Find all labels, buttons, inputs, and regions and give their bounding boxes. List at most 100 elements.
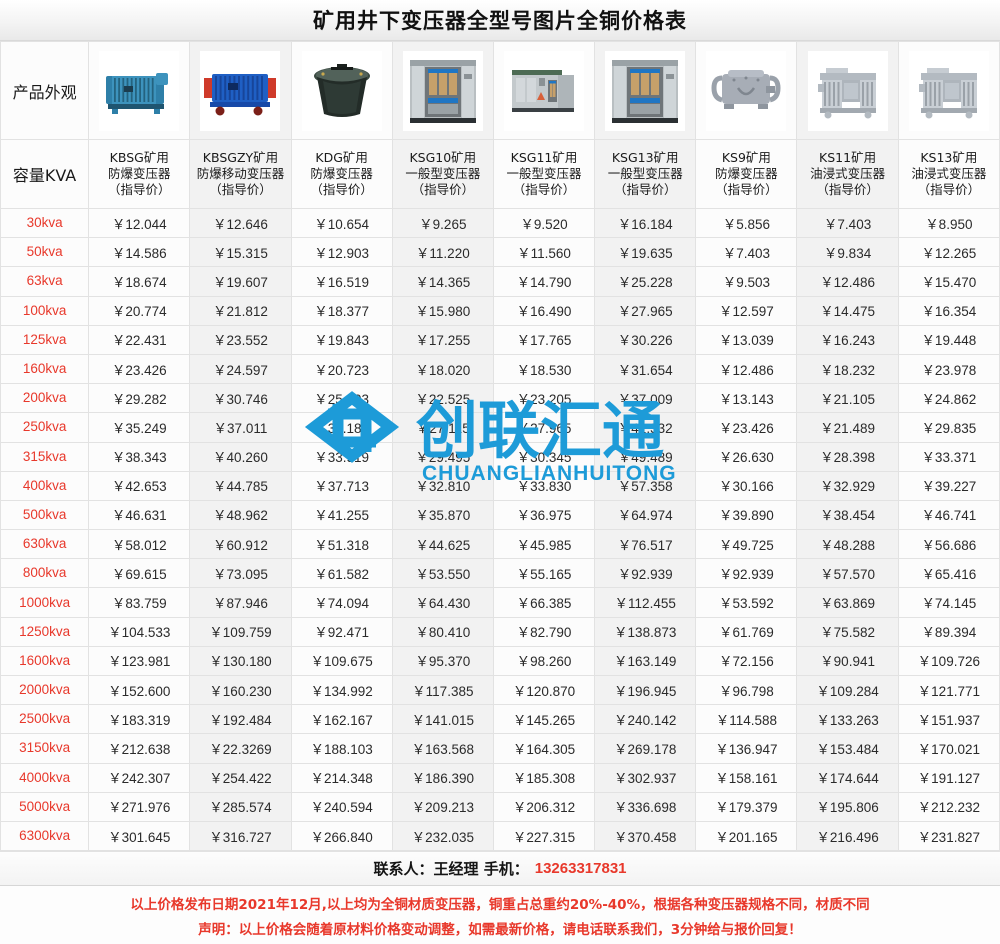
price-value: ￥20.774 [111, 304, 167, 320]
price-cell: ￥117.385 [391, 674, 494, 706]
price-cell: ￥37.011 [189, 412, 292, 443]
price-cell: ￥40.260 [189, 441, 292, 472]
price-cell: ￥20.723 [290, 353, 393, 385]
price-value: ￥158.161 [715, 771, 778, 787]
price-value: ￥21.812 [213, 304, 268, 320]
capacity-header-cell: 容量KVA [0, 139, 90, 209]
price-cell: ￥61.769 [695, 616, 798, 647]
price-value: ￥25.903 [314, 391, 370, 407]
price-value: ￥75.582 [820, 625, 875, 641]
price-cell: ￥83.759 [88, 587, 191, 618]
price-value: ￥49.489 [617, 450, 673, 466]
price-cell: ￥33.919 [290, 441, 393, 472]
price-value: ￥104.533 [108, 625, 171, 641]
capacity-value: 160kva [22, 361, 67, 377]
price-cell: ￥209.213 [391, 791, 494, 822]
column-header-7: KS9矿用 防爆变压器 （指导价） [695, 139, 798, 209]
price-cell: ￥98.260 [492, 645, 596, 677]
column-header-line-2: 油浸式变压器 [911, 166, 987, 181]
column-header-8: KS11矿用 油浸式变压器 （指导价） [796, 139, 899, 209]
price-value: ￥12.044 [111, 216, 167, 232]
price-cell: ￥269.178 [594, 733, 697, 764]
disclaimer-line-1: 以上价格发布日期2021年12月,以上均为全铜材质变压器，铜重占总重约20%-4… [130, 896, 870, 913]
price-cell: ￥206.312 [492, 791, 596, 822]
capacity-cell: 2500kva [0, 704, 90, 735]
price-value: ￥23.426 [718, 420, 774, 436]
capacity-cell: 630kva [0, 529, 90, 560]
price-value: ￥37.011 [213, 420, 268, 436]
price-value: ￥15.470 [921, 274, 977, 290]
table-row: 5000kva ￥271.976 ￥285.574 ￥240.594 ￥209.213 ￥… [0, 791, 1000, 822]
price-cell: ￥214.348 [290, 762, 393, 793]
price-value: ￥27.965 [516, 420, 572, 436]
price-cell: ￥51.318 [290, 529, 393, 560]
price-cell: ￥23.426 [695, 412, 798, 443]
price-cell: ￥141.015 [391, 704, 494, 735]
price-cell: ￥123.981 [88, 645, 191, 677]
price-value: ￥46.631 [111, 508, 167, 524]
price-cell: ￥15.980 [391, 295, 494, 326]
price-value: ￥216.496 [816, 829, 879, 845]
price-value: ￥11.560 [517, 245, 571, 261]
price-value: ￥16.519 [314, 274, 370, 290]
price-value: ￥95.370 [415, 654, 471, 670]
price-value: ￥25.228 [617, 274, 673, 290]
price-value: ￥160.230 [209, 683, 272, 699]
price-cell: ￥41.255 [290, 499, 393, 531]
price-value: ￥46.741 [921, 508, 977, 524]
price-value: ￥16.490 [516, 304, 572, 320]
page-title: 矿用井下变压器全型号图片全铜价格表 [313, 9, 687, 33]
price-cell: ￥21.105 [796, 383, 899, 414]
table-row: 250kva ￥35.249 ￥37.011 ￥31.182 ￥27.115 ￥27.96… [0, 412, 1000, 443]
capacity-cell: 500kva [0, 499, 90, 531]
price-value: ￥195.806 [816, 800, 879, 816]
table-row: 500kva ￥46.631 ￥48.962 ￥41.255 ￥35.870 ￥36.97… [0, 499, 1000, 531]
price-cell: ￥25.228 [594, 266, 697, 297]
price-cell: ￥19.607 [189, 266, 292, 297]
price-cell: ￥65.416 [897, 558, 1000, 589]
contact-phone[interactable]: 13263317831 [534, 860, 627, 878]
price-value: ￥11.220 [415, 245, 470, 261]
price-value: ￥212.638 [108, 741, 171, 757]
price-cell: ￥11.220 [391, 237, 494, 268]
price-value: ￥8.950 [925, 216, 973, 232]
price-cell: ￥31.182 [290, 412, 393, 443]
price-cell: ￥72.156 [695, 645, 798, 677]
column-header-line-3: （指导价） [613, 182, 677, 197]
price-value: ￥240.594 [310, 800, 373, 816]
capacity-cell: 2000kva [0, 674, 90, 706]
price-cell: ￥9.503 [695, 266, 798, 297]
price-value: ￥266.840 [310, 829, 373, 845]
price-value: ￥92.939 [718, 566, 774, 582]
price-table-body: 产品外观 容量KVA KBSG矿用 防爆变压器 （指导价） KBSGZY矿用 防爆移动变… [0, 41, 1000, 852]
price-value: ￥212.232 [917, 800, 980, 816]
capacity-value: 250kva [22, 419, 67, 435]
capacity-cell: 4000kva [0, 762, 90, 793]
price-value: ￥36.975 [516, 508, 572, 524]
capacity-value: 400kva [22, 477, 67, 493]
price-cell: ￥33.371 [897, 441, 1000, 472]
price-value: ￥112.455 [614, 596, 676, 612]
price-value: ￥29.495 [415, 450, 471, 466]
price-cell: ￥216.496 [796, 820, 899, 852]
column-header-line-1: KBSGZY矿用 [202, 150, 279, 165]
column-header-4: KSG10矿用 一般型变压器 （指导价） [391, 139, 494, 209]
price-value: ￥185.308 [512, 771, 576, 787]
price-value: ￥134.992 [310, 683, 373, 699]
price-value: ￥23.205 [516, 391, 572, 407]
column-header-line-2: 防爆变压器 [715, 166, 778, 181]
price-cell: ￥95.370 [391, 645, 494, 677]
price-value: ￥14.586 [111, 245, 167, 261]
price-cell: ￥92.939 [594, 558, 697, 589]
price-cell: ￥191.127 [897, 762, 1000, 793]
table-row: 1250kva ￥104.533 ￥109.759 ￥92.471 ￥80.410 ￥82… [0, 616, 1000, 647]
price-value: ￥49.725 [718, 537, 774, 553]
price-cell: ￥14.475 [796, 295, 899, 326]
price-value: ￥9.265 [419, 216, 467, 232]
capacity-cell: 63kva [0, 266, 90, 297]
price-cell: ￥26.630 [695, 441, 798, 472]
capacity-cell: 50kva [0, 237, 90, 268]
price-value: ￥19.843 [314, 333, 370, 349]
price-cell: ￥56.686 [897, 529, 1000, 560]
price-cell: ￥20.774 [88, 295, 191, 326]
